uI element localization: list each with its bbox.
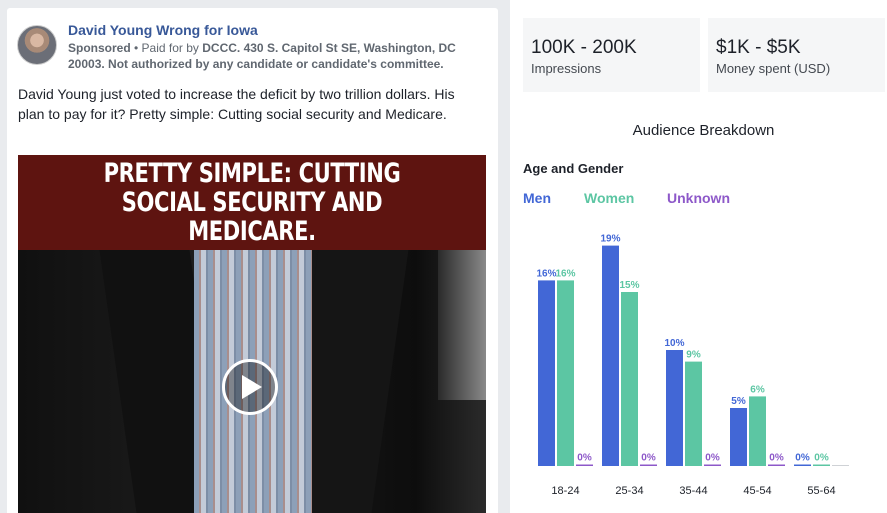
data-label-men-25-34: 19% xyxy=(600,234,620,245)
data-label-women-25-34: 15% xyxy=(619,280,639,291)
data-label-unknown-45-54: 0% xyxy=(769,453,784,464)
data-label-men-35-44: 10% xyxy=(664,338,684,349)
ad-video[interactable]: PRETTY SIMPLE: CUTTING SOCIAL SECURITY A… xyxy=(18,155,486,513)
data-label-women-18-24: 16% xyxy=(555,268,575,279)
video-banner-text: PRETTY SIMPLE: CUTTING SOCIAL SECURITY A… xyxy=(103,158,401,247)
ad-body-text: David Young just voted to increase the d… xyxy=(18,86,455,122)
page-name-link[interactable]: David Young Wrong for Iowa xyxy=(68,22,258,38)
x-tick-label: 45-54 xyxy=(743,485,771,497)
impressions-value: 100K - 200K xyxy=(531,37,637,58)
ad-card: David Young Wrong for Iowa Sponsored • P… xyxy=(7,8,498,513)
impressions-label: Impressions xyxy=(531,61,602,76)
play-button[interactable] xyxy=(222,359,278,415)
sponsored-label: Sponsored xyxy=(68,41,131,55)
age-gender-title: Age and Gender xyxy=(523,161,624,176)
play-icon xyxy=(242,375,262,399)
bar-men-35-44[interactable] xyxy=(666,350,683,466)
data-label-men-55-64: 0% xyxy=(795,453,810,464)
data-label-unknown-35-44: 0% xyxy=(705,453,720,464)
bar-men-45-54[interactable] xyxy=(730,408,747,466)
bar-unknown-55-64-empty xyxy=(832,465,849,466)
video-banner: PRETTY SIMPLE: CUTTING SOCIAL SECURITY A… xyxy=(18,155,486,250)
data-label-women-55-64: 0% xyxy=(814,453,829,464)
bar-women-55-64[interactable] xyxy=(813,464,830,467)
sponsor-disclaimer: Sponsored • Paid for by DCCC. 430 S. Cap… xyxy=(68,40,488,72)
bar-unknown-45-54[interactable] xyxy=(768,464,785,467)
bar-unknown-18-24[interactable] xyxy=(576,464,593,467)
paid-for-by: DCCC. 430 S. Capitol St SE, Washington, … xyxy=(68,41,456,71)
legend-unknown: Unknown xyxy=(667,190,730,206)
bar-men-55-64[interactable] xyxy=(794,464,811,467)
x-tick-label: 55-64 xyxy=(807,485,835,497)
age-gender-chart: 16%16% 0% 18-24 19% 15% 0% 25-34 10%9% 0% 35-44 5%… xyxy=(536,234,849,497)
spend-value: $1K - $5K xyxy=(716,37,801,58)
data-label-unknown-25-34: 0% xyxy=(641,453,656,464)
ad-insights-panel: 100K - 200K Impressions $1K - $5K Money … xyxy=(510,0,887,513)
video-background xyxy=(438,250,486,400)
data-label-men-45-54: 5% xyxy=(731,396,746,407)
bar-women-35-44[interactable] xyxy=(685,361,702,466)
data-label-women-45-54: 6% xyxy=(750,384,765,395)
bar-women-25-34[interactable] xyxy=(621,292,638,466)
avatar[interactable] xyxy=(17,25,57,65)
impressions-box: 100K - 200K Impressions xyxy=(523,18,700,92)
bar-unknown-35-44[interactable] xyxy=(704,464,721,467)
legend-women: Women xyxy=(584,190,635,206)
bar-unknown-25-34[interactable] xyxy=(640,464,657,467)
x-tick-label: 18-24 xyxy=(551,485,579,497)
bar-women-18-24[interactable] xyxy=(557,280,574,466)
legend-men: Men xyxy=(523,190,551,206)
data-label-women-35-44: 9% xyxy=(686,350,701,361)
spend-label: Money spent (USD) xyxy=(716,61,831,76)
bar-women-45-54[interactable] xyxy=(749,396,766,466)
spend-box: $1K - $5K Money spent (USD) xyxy=(708,18,885,92)
audience-breakdown-title: Audience Breakdown xyxy=(632,122,775,139)
data-label-men-18-24: 16% xyxy=(536,268,556,279)
bar-men-25-34[interactable] xyxy=(602,245,619,466)
bar-men-18-24[interactable] xyxy=(538,280,555,466)
x-tick-label: 25-34 xyxy=(615,485,643,497)
paid-for-prefix: • Paid for by xyxy=(130,41,203,55)
x-tick-label: 35-44 xyxy=(679,485,707,497)
data-label-unknown-18-24: 0% xyxy=(577,453,592,464)
